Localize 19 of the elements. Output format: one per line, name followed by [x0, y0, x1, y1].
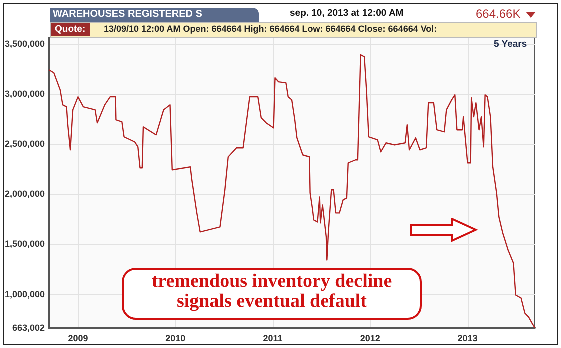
- text: 664.66K: [476, 7, 521, 21]
- x-tick-label: 2011: [263, 334, 283, 344]
- text: 13/09/10 12:00 AM Open: 664664 High: 664664 Low: 664664 Close: 664664 Vol:: [104, 24, 438, 34]
- annotation: 5 Years: [494, 39, 528, 50]
- x-tick-label: 2010: [166, 334, 186, 344]
- y-tick-label: 663,002: [12, 323, 45, 333]
- y-tick-label: 2,500,000: [4, 139, 45, 150]
- annotation: tremendous inventory decline signals eventual default: [122, 268, 422, 320]
- text: sep. 10, 2013 at 12:00 AM: [290, 8, 404, 19]
- x-tick-label: 2013: [458, 334, 478, 344]
- x-tick-label: 2009: [68, 334, 88, 344]
- chart-title: WAREHOUSES REGISTERED S: [50, 8, 259, 22]
- y-tick-label: 3,000,000: [4, 89, 45, 100]
- x-tick-label: 2012: [360, 334, 380, 344]
- y-tick-label: 1,500,000: [4, 239, 45, 250]
- text: Quote:: [51, 23, 90, 36]
- y-tick-label: 2,000,000: [4, 189, 45, 200]
- y-tick-label: 1,000,000: [4, 289, 45, 300]
- y-tick-label: 3,500,000: [4, 39, 45, 50]
